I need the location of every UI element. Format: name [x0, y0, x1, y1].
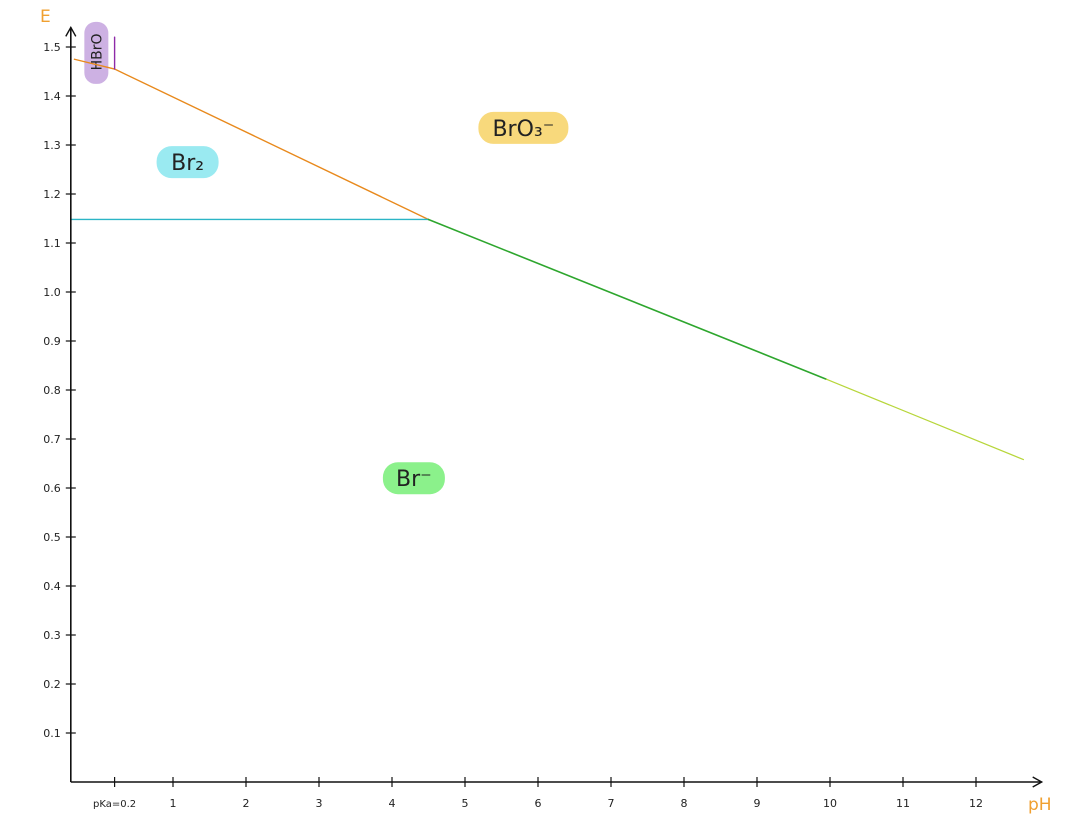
y-tick-label: 1.1 — [43, 237, 61, 250]
y-tick-label: 0.1 — [43, 727, 61, 740]
x-axis-arrow — [1032, 776, 1044, 788]
axes — [65, 25, 1044, 788]
region-highlight — [382, 462, 445, 495]
y-tick-label: 0.4 — [43, 580, 61, 593]
y-tick-label: 0.2 — [43, 678, 61, 691]
x-tick-label: 1 — [170, 797, 177, 810]
x-axis-label: pH — [1028, 795, 1052, 815]
boundary-line — [427, 218, 828, 381]
region-highlight — [84, 21, 109, 84]
x-tick-label: 9 — [754, 797, 761, 810]
x-tick-label: 12 — [969, 797, 983, 810]
y-tick-label: 0.3 — [43, 629, 61, 642]
region-highlight — [156, 146, 219, 179]
y-tick-label: 1.4 — [43, 90, 61, 103]
x-tick-label: 7 — [608, 797, 615, 810]
x-tick-label: 10 — [823, 797, 837, 810]
region-label: Br₂ — [171, 151, 204, 176]
x-tick-label: 11 — [896, 797, 910, 810]
series-layer — [70, 36, 1025, 461]
boundary-line — [73, 58, 430, 221]
y-tick-label: 1.0 — [43, 286, 61, 299]
region-layer: HBrO Br₂ BrO₃⁻ Br⁻ — [84, 21, 569, 495]
x-tick-label: 8 — [681, 797, 688, 810]
region-label: HBrO — [89, 33, 105, 70]
ticks: pKa=0.2 1 2 3 4 5 6 7 8 9 10 11 120.10.20.30.40.50.6… — [43, 41, 983, 810]
x-tick-label: 2 — [243, 797, 250, 810]
x-tick-label: 6 — [535, 797, 542, 810]
y-tick-label: 0.6 — [43, 482, 61, 495]
y-tick-label: 0.9 — [43, 335, 61, 348]
region-label: BrO₃⁻ — [492, 117, 554, 142]
x-tick-label: 5 — [462, 797, 469, 810]
y-tick-label: 1.2 — [43, 188, 61, 201]
x-tick-label: pKa=0.2 — [93, 799, 136, 810]
y-tick-label: 0.7 — [43, 433, 61, 446]
boundary-line — [825, 378, 1025, 461]
y-tick-label: 1.3 — [43, 139, 61, 152]
y-axis-label: E — [40, 7, 51, 27]
y-tick-label: 0.5 — [43, 531, 61, 544]
y-tick-label: 1.5 — [43, 41, 61, 54]
y-axis-arrow — [65, 25, 77, 37]
region-highlight — [478, 111, 569, 144]
y-tick-label: 0.8 — [43, 384, 61, 397]
x-tick-label: 3 — [316, 797, 323, 810]
region-label: Br⁻ — [396, 467, 432, 492]
x-tick-label: 4 — [389, 797, 396, 810]
